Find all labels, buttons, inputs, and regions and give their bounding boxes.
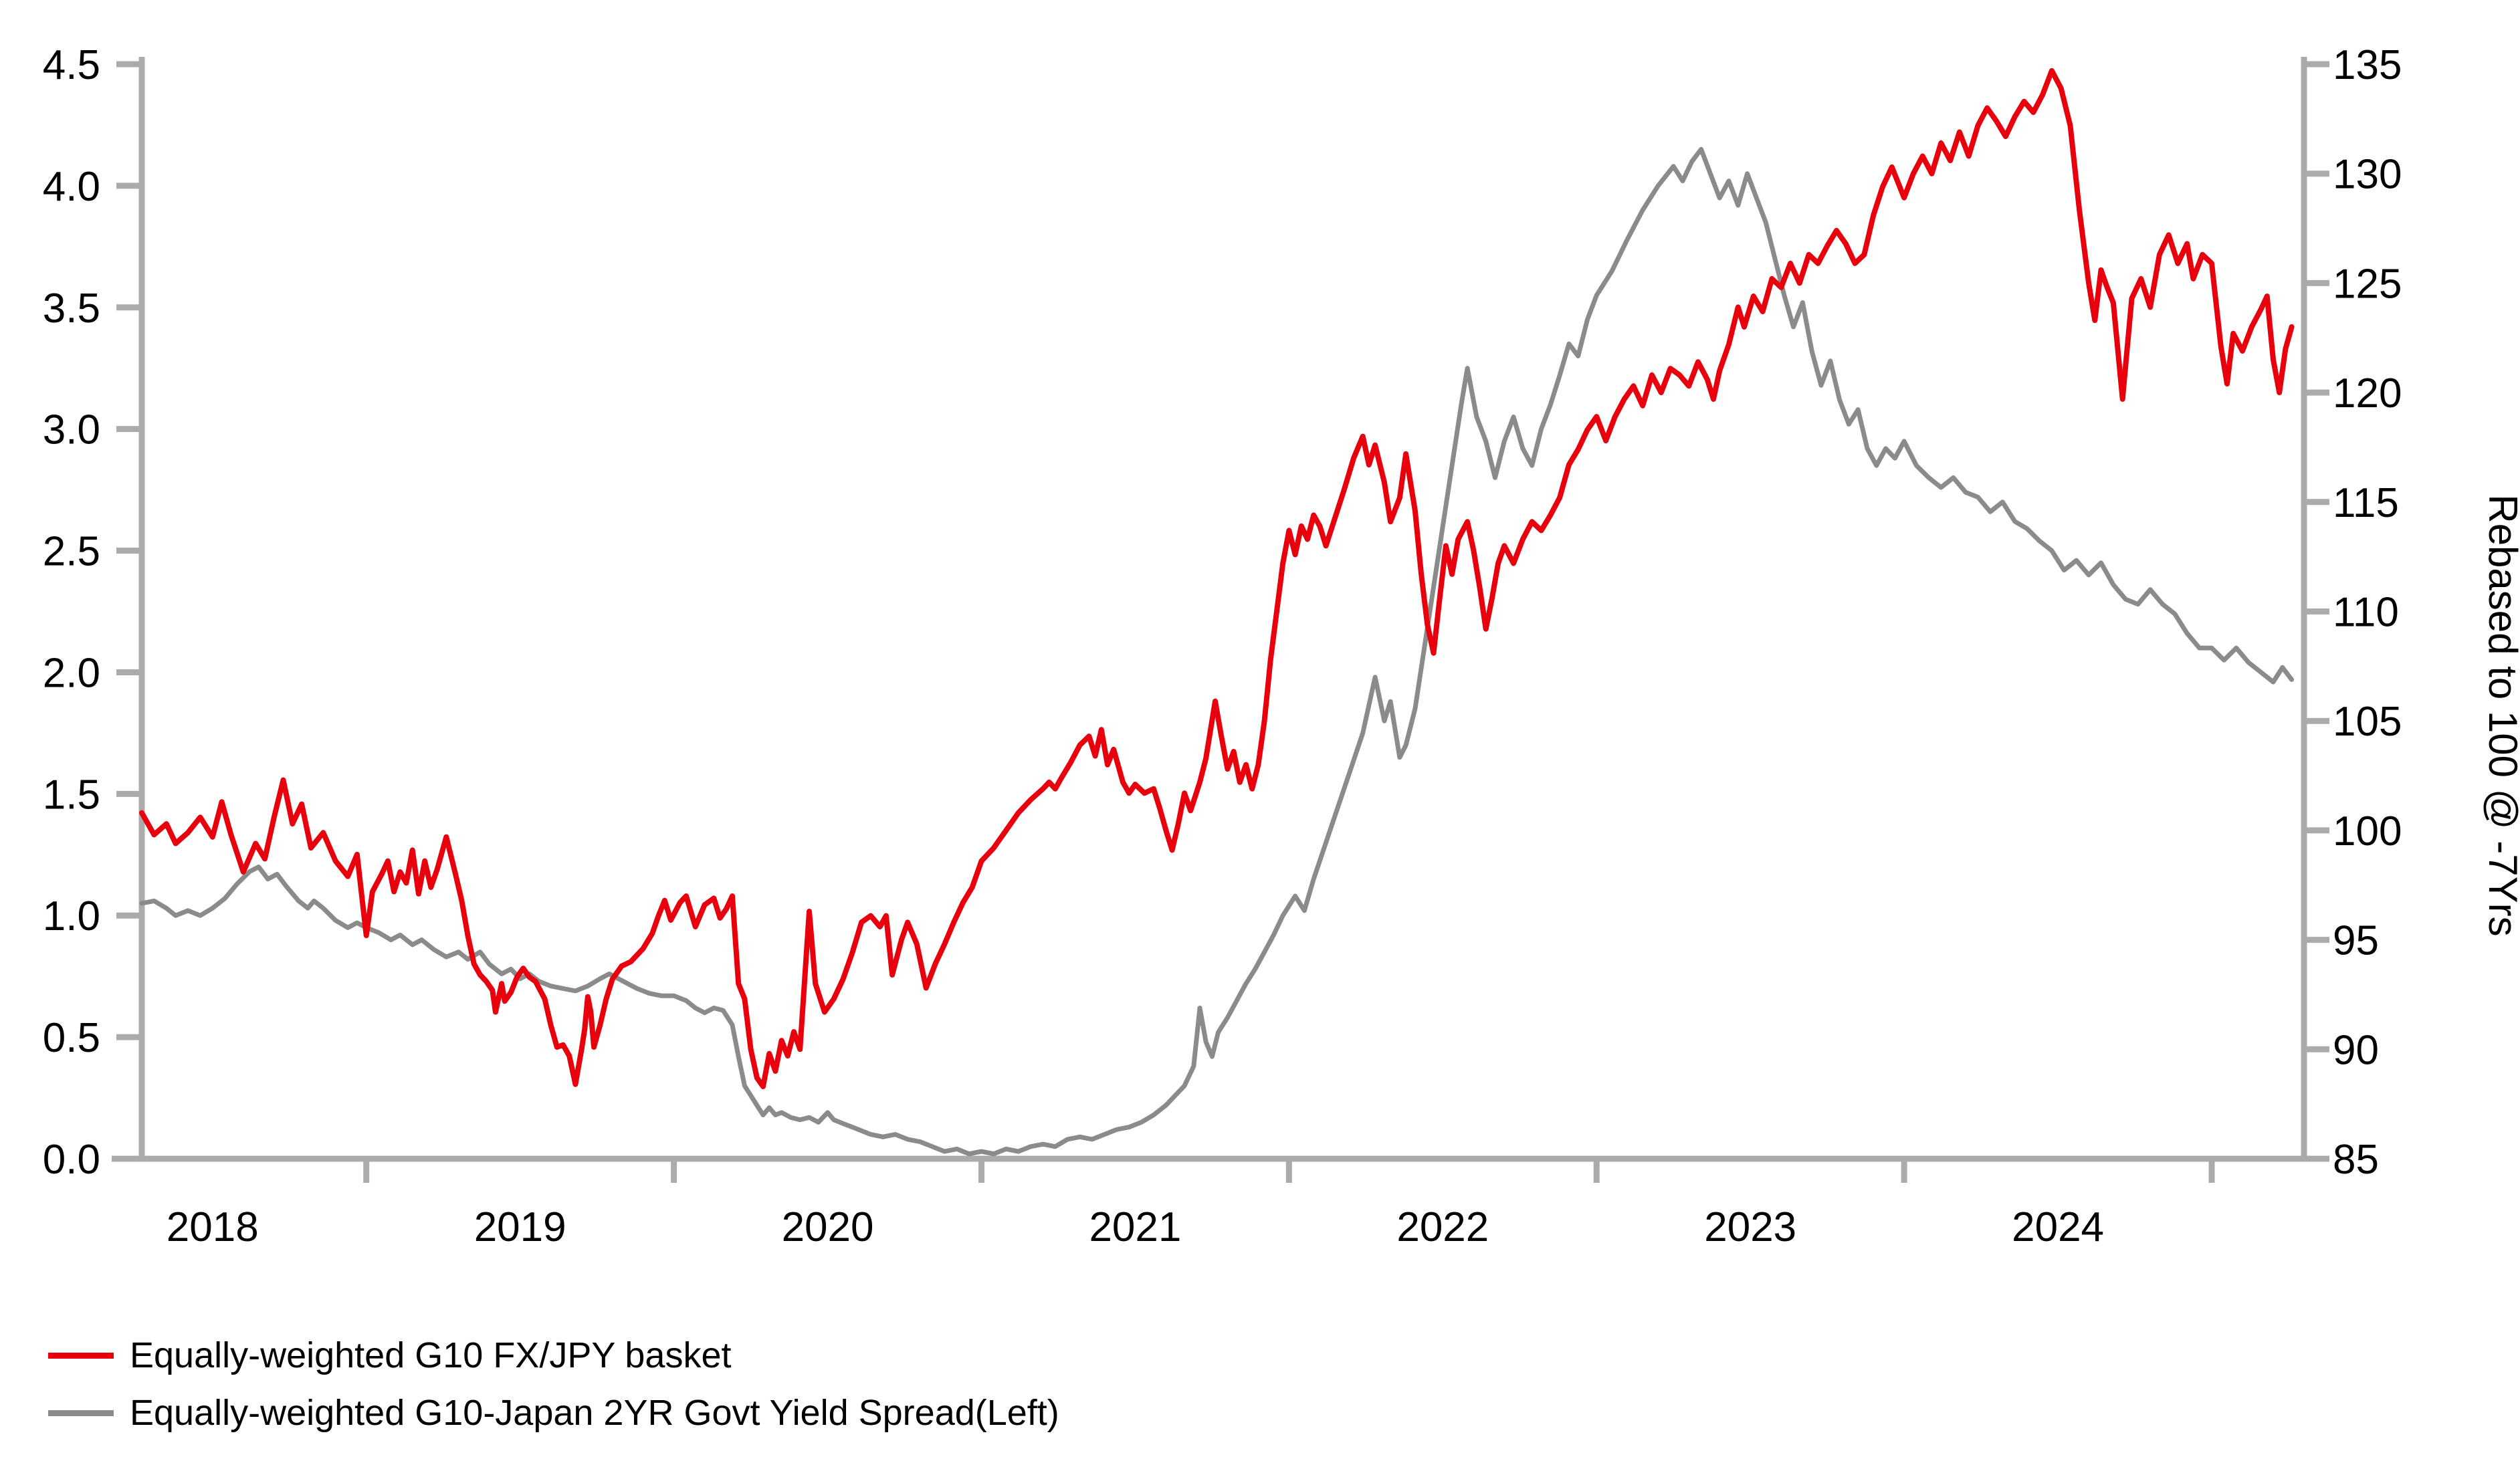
left-axis-tick-label: 3.0 bbox=[43, 407, 100, 453]
right-axis-tick-label: 110 bbox=[2333, 590, 2399, 636]
x-axis-year-label: 2022 bbox=[1396, 1204, 1489, 1250]
legend-label-fx-basket: Equally-weighted G10 FX/JPY basket bbox=[130, 1335, 732, 1375]
right-axis-tick-label: 85 bbox=[2333, 1137, 2379, 1183]
legend-item-fx-basket: Equally-weighted G10 FX/JPY basket bbox=[48, 1327, 1059, 1384]
right-axis-tick-label: 130 bbox=[2333, 152, 2402, 198]
series-line-yield-spread bbox=[139, 146, 2295, 1157]
x-axis-year-label: 2023 bbox=[1704, 1204, 1796, 1250]
legend: Equally-weighted G10 FX/JPY basket Equal… bbox=[48, 1327, 1059, 1442]
right-axis-tick-label: 120 bbox=[2333, 370, 2402, 417]
left-axis-tick-label: 0.0 bbox=[43, 1137, 100, 1183]
x-axis-year-label: 2018 bbox=[167, 1204, 259, 1250]
left-axis-tick-label: 3.5 bbox=[43, 286, 100, 332]
left-axis-tick-label: 1.5 bbox=[43, 772, 100, 818]
right-axis-tick-label: 125 bbox=[2333, 261, 2402, 307]
x-axis-year-label: 2024 bbox=[2012, 1204, 2104, 1250]
left-axis-tick-label: 4.0 bbox=[43, 164, 100, 210]
right-axis-tick-label: 135 bbox=[2333, 42, 2402, 88]
legend-label-yield-spread: Equally-weighted G10-Japan 2YR Govt Yiel… bbox=[130, 1393, 1059, 1433]
left-axis-tick-label: 1.0 bbox=[43, 893, 100, 939]
left-axis-tick-label: 2.0 bbox=[43, 650, 100, 696]
x-axis-year-label: 2021 bbox=[1089, 1204, 1181, 1250]
legend-swatch-gray-line bbox=[48, 1409, 114, 1416]
chart-canvas: 0.0 0.5 1.0 1.5 2.0 2.5 3.0 3.5 4.0 4.5 85 90 95 100 1… bbox=[43, 42, 2520, 1250]
left-axis-tick-label: 2.5 bbox=[43, 529, 100, 575]
right-axis-title: Rebased to 100 @ -7Yrs bbox=[2481, 494, 2520, 936]
left-axis-tick-label: 4.5 bbox=[43, 42, 100, 88]
left-axis-tick-label: 0.5 bbox=[43, 1015, 100, 1061]
legend-item-yield-spread: Equally-weighted G10-Japan 2YR Govt Yiel… bbox=[48, 1384, 1059, 1442]
x-axis-year-label: 2020 bbox=[782, 1204, 874, 1250]
right-axis-tick-label: 105 bbox=[2333, 699, 2402, 745]
series-line-fx-basket bbox=[139, 68, 2295, 1089]
right-axis-tick-label: 115 bbox=[2333, 480, 2399, 526]
right-axis-tick-label: 100 bbox=[2333, 808, 2402, 855]
right-axis-tick-label: 90 bbox=[2333, 1027, 2379, 1073]
right-axis-tick-label: 95 bbox=[2333, 918, 2379, 964]
legend-swatch-red-line bbox=[48, 1352, 114, 1359]
x-axis-year-label: 2019 bbox=[474, 1204, 566, 1250]
